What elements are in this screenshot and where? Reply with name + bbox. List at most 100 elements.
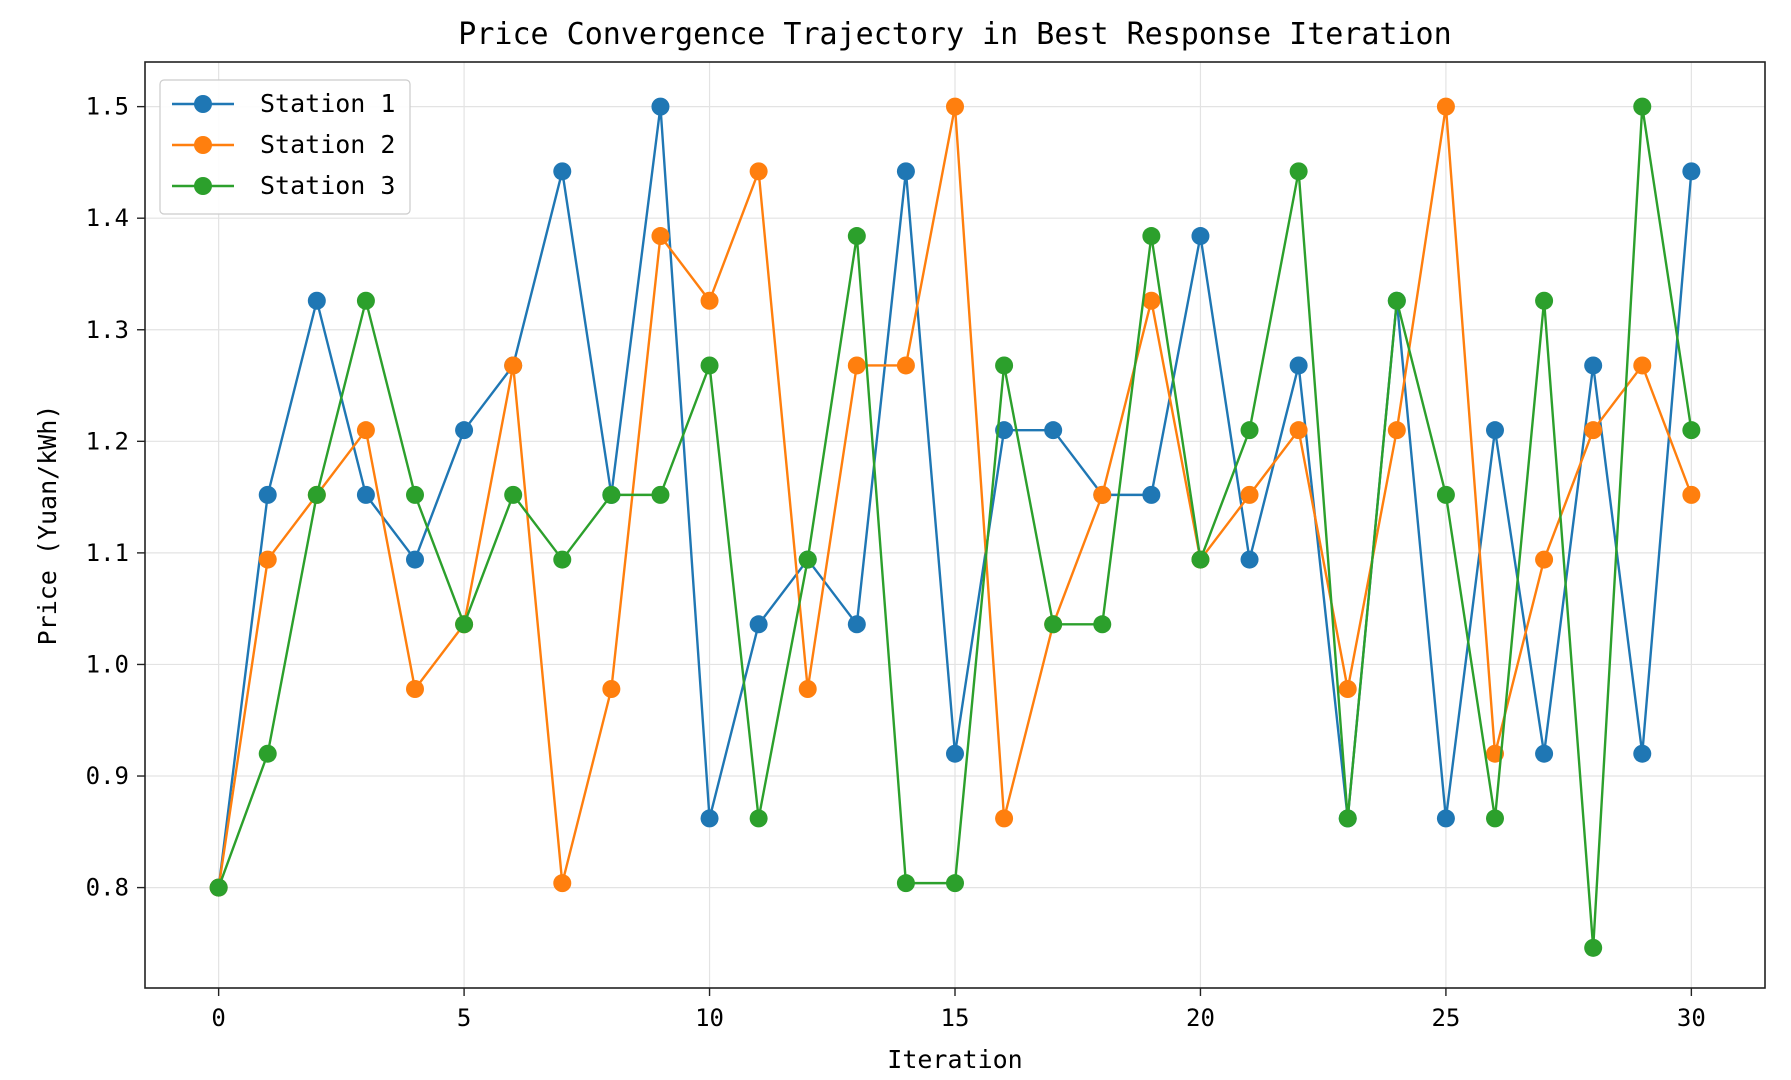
data-point <box>1633 97 1652 116</box>
data-point <box>1436 97 1455 116</box>
data-point <box>1044 421 1063 440</box>
data-point <box>307 291 326 310</box>
data-point <box>553 162 572 181</box>
data-point <box>946 744 964 763</box>
data-point <box>1486 809 1504 828</box>
data-point <box>1387 421 1406 440</box>
data-point <box>1191 550 1210 569</box>
data-point <box>1682 485 1701 504</box>
legend-marker <box>194 95 212 113</box>
data-point <box>504 356 523 375</box>
data-point <box>1240 485 1259 504</box>
data-point <box>995 421 1014 440</box>
data-point <box>847 615 866 634</box>
data-point <box>995 356 1014 375</box>
data-point <box>651 485 670 504</box>
data-point <box>1289 421 1308 440</box>
data-point <box>749 615 768 634</box>
data-point <box>1535 550 1554 569</box>
legend: Station 1 Station 2 Station 3 <box>159 79 411 215</box>
data-point <box>1338 809 1357 828</box>
data-point <box>1682 421 1701 440</box>
data-point <box>847 356 866 375</box>
x-tick-label: 30 <box>1677 1004 1706 1032</box>
data-point <box>307 485 326 504</box>
data-point <box>406 485 424 504</box>
data-point <box>798 550 817 569</box>
legend-entries: Station 1 Station 2 Station 3 <box>172 89 395 200</box>
data-point <box>258 485 277 504</box>
data-point <box>1093 615 1112 634</box>
y-tick-label: 1.2 <box>86 427 129 455</box>
y-tick-label: 1.0 <box>86 650 129 678</box>
data-point <box>1633 356 1652 375</box>
data-point <box>1093 485 1112 504</box>
data-point <box>946 97 964 116</box>
data-point <box>1142 291 1161 310</box>
data-point <box>1535 291 1554 310</box>
x-tick-label: 20 <box>1186 1004 1215 1032</box>
data-point <box>1142 227 1161 246</box>
data-point <box>651 227 670 246</box>
data-point <box>406 550 424 569</box>
data-point <box>356 485 375 504</box>
x-tick-label: 0 <box>211 1004 225 1032</box>
data-point <box>602 680 621 699</box>
data-point <box>1682 162 1701 181</box>
legend-label: Station 3 <box>260 171 395 200</box>
legend-label: Station 1 <box>260 89 395 118</box>
data-point <box>553 874 572 893</box>
data-point <box>847 227 866 246</box>
y-tick-label: 1.4 <box>86 204 129 232</box>
data-point <box>1486 744 1504 763</box>
data-point <box>1633 744 1652 763</box>
x-tick-label: 25 <box>1431 1004 1460 1032</box>
legend-entry-station-3: Station 3 <box>172 171 395 200</box>
x-axis-label: Iteration <box>887 1045 1022 1074</box>
data-point <box>651 97 670 116</box>
y-axis-label: Price (Yuan/kWh) <box>33 405 62 646</box>
data-point <box>1436 485 1455 504</box>
data-point <box>602 485 621 504</box>
data-point <box>1338 680 1357 699</box>
chart-title: Price Convergence Trajectory in Best Res… <box>458 17 1451 52</box>
x-tick-label: 10 <box>695 1004 724 1032</box>
y-tick-label: 0.8 <box>86 874 129 902</box>
data-point <box>700 291 719 310</box>
data-point <box>1240 421 1259 440</box>
tick-layer: 0 5 10 15 20 25 30 0.8 0.9 1.0 1.1 1.2 1.3 1.4 1.5 <box>86 93 1706 1032</box>
data-point <box>1142 485 1161 504</box>
legend-box <box>159 79 411 215</box>
x-tick-label: 15 <box>941 1004 970 1032</box>
data-point <box>1584 356 1603 375</box>
data-point <box>749 809 768 828</box>
data-point <box>1436 809 1455 828</box>
data-point <box>896 162 915 181</box>
data-point <box>1535 744 1554 763</box>
data-point <box>553 550 572 569</box>
data-point <box>700 356 719 375</box>
data-point <box>356 421 375 440</box>
data-point <box>749 162 768 181</box>
data-point <box>798 680 817 699</box>
data-point <box>406 680 424 699</box>
data-point <box>1387 291 1406 310</box>
series-station-3 <box>209 97 1701 957</box>
data-point <box>504 485 523 504</box>
data-point <box>1584 938 1603 957</box>
legend-marker <box>194 136 212 154</box>
data-point <box>1240 550 1259 569</box>
y-tick-label: 0.9 <box>86 762 129 790</box>
legend-label: Station 2 <box>260 130 395 159</box>
y-tick-label: 1.3 <box>86 316 129 344</box>
data-point <box>1044 615 1063 634</box>
data-point <box>946 874 964 893</box>
data-point <box>258 744 277 763</box>
x-tick-label: 5 <box>457 1004 471 1032</box>
legend-entry-station-2: Station 2 <box>172 130 395 159</box>
data-point <box>896 874 915 893</box>
data-point <box>1289 356 1308 375</box>
data-point <box>455 615 474 634</box>
data-point <box>1584 421 1603 440</box>
